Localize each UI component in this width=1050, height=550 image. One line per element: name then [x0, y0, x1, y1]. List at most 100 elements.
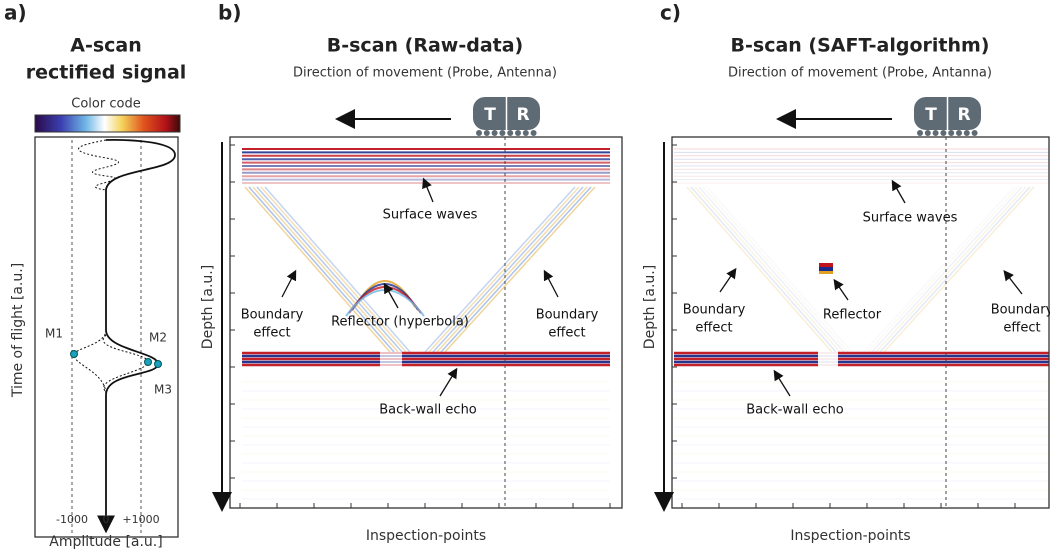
- point: [144, 358, 152, 366]
- annotation-arrow: [439, 367, 458, 397]
- reflector: [819, 263, 833, 267]
- wave-stripe: [432, 186, 584, 353]
- wave-stripe: [424, 186, 576, 353]
- wave-stripe: [867, 186, 1019, 353]
- annotation: Reflector: [823, 308, 882, 323]
- annotation-arrow: [891, 179, 906, 204]
- wave-stripe: [264, 186, 411, 353]
- probe-wheel: [940, 130, 947, 136]
- wave-stripe: [702, 186, 849, 353]
- panel-title: rectified signal: [26, 62, 187, 84]
- reflector: [819, 271, 833, 274]
- probe-wheel: [924, 130, 931, 136]
- annotation-arrow: [281, 269, 297, 298]
- x-axis-label: Amplitude [a.u.]: [49, 534, 162, 550]
- wave-stripe: [883, 186, 1035, 353]
- wave-stripe: [440, 186, 592, 353]
- annotation-arrow: [833, 278, 849, 301]
- reflector: [819, 267, 833, 271]
- annotation: effect: [695, 321, 732, 336]
- wave-stripe: [444, 186, 596, 353]
- signal-curve: [97, 139, 176, 534]
- panel-title: A-scan: [70, 35, 142, 57]
- x-axis-label: Inspection-points: [790, 528, 910, 544]
- annotation: Boundary: [683, 303, 746, 318]
- y-axis-label: Depth [a.u.]: [200, 265, 216, 349]
- probe-wheel: [522, 130, 529, 136]
- wave-stripe: [871, 186, 1023, 353]
- x-axis-label: Inspection-points: [366, 528, 486, 544]
- annotation: Surface waves: [863, 211, 958, 226]
- a-scan-frame: [34, 136, 179, 538]
- point: [70, 350, 78, 358]
- annotation: Back-wall echo: [746, 403, 844, 418]
- wave-stripe: [879, 186, 1031, 353]
- point-label: M3: [154, 383, 172, 397]
- panel-label: c): [660, 1, 681, 25]
- point-label: M1: [45, 327, 63, 341]
- wave-stripe: [875, 186, 1027, 353]
- probe-wheel: [971, 130, 978, 136]
- wave-stripe: [260, 186, 407, 353]
- annotation-arrow: [773, 369, 791, 397]
- tick-label: 0: [103, 513, 110, 526]
- probe-wheel: [499, 130, 506, 136]
- probe-wheel: [491, 130, 498, 136]
- dotted-curve: [78, 139, 119, 191]
- b-scan-frame: [229, 136, 623, 509]
- annotation: effect: [548, 326, 585, 341]
- panel-subtitle: Direction of movement (Probe, Antenna): [293, 66, 557, 81]
- annotation: Back-wall echo: [379, 403, 477, 418]
- panel-subtitle: Direction of movement (Probe, Antanna): [728, 66, 992, 81]
- annotation: effect: [253, 326, 290, 341]
- panel-label: b): [218, 1, 241, 25]
- probe-wheel: [515, 130, 521, 136]
- annotation: effect: [1003, 321, 1040, 336]
- y-axis-label: Depth [a.u.]: [642, 265, 658, 349]
- reflector-hyperbola: [345, 289, 425, 317]
- wave-stripe: [436, 186, 588, 353]
- probe-wheel: [932, 130, 939, 136]
- annotation: Surface waves: [383, 208, 478, 223]
- point-label: M2: [149, 331, 167, 345]
- panel-label: a): [4, 1, 27, 25]
- probe-wheel: [963, 130, 970, 136]
- annotation-arrow: [422, 177, 434, 203]
- wave-stripe: [694, 186, 841, 353]
- wave-stripe: [256, 186, 403, 353]
- annotation: Reflector (hyperbola): [331, 315, 469, 330]
- panel-title: B-scan (SAFT-algorithm): [731, 35, 990, 57]
- annotation: Boundary: [991, 303, 1050, 318]
- wave-stripe: [248, 186, 395, 353]
- probe-wheel: [507, 130, 514, 136]
- wave-stripe: [690, 186, 837, 353]
- annotation-arrow: [1003, 269, 1023, 295]
- annotation: Boundary: [241, 308, 304, 323]
- annotation-arrow: [543, 269, 559, 298]
- probe-letter: T: [925, 105, 937, 125]
- wave-stripe: [252, 186, 399, 353]
- colorbar: [34, 114, 181, 133]
- wave-stripe: [428, 186, 580, 353]
- b-scan-frame: [671, 136, 1050, 509]
- annotation: Boundary: [536, 308, 599, 323]
- probe-wheel: [530, 130, 537, 136]
- probe-wheel: [956, 130, 962, 136]
- probe-wheel: [948, 130, 955, 136]
- probe-letter: R: [516, 105, 529, 125]
- probe-wheel: [476, 130, 482, 136]
- point: [154, 360, 162, 368]
- annotation-arrow: [383, 282, 399, 309]
- wave-stripe: [698, 186, 845, 353]
- probe-letter: T: [484, 105, 496, 125]
- colorbar-label: Color code: [71, 97, 140, 112]
- probe-wheel: [917, 130, 923, 136]
- probe-letter: R: [957, 105, 970, 125]
- tick-label: -1000: [56, 513, 88, 526]
- annotation-arrow: [719, 267, 737, 293]
- y-axis-label: Time of flight [a.u.]: [10, 263, 26, 398]
- panel-title: B-scan (Raw-data): [327, 35, 524, 57]
- wave-stripe: [244, 186, 391, 353]
- tick-label: +1000: [122, 513, 159, 526]
